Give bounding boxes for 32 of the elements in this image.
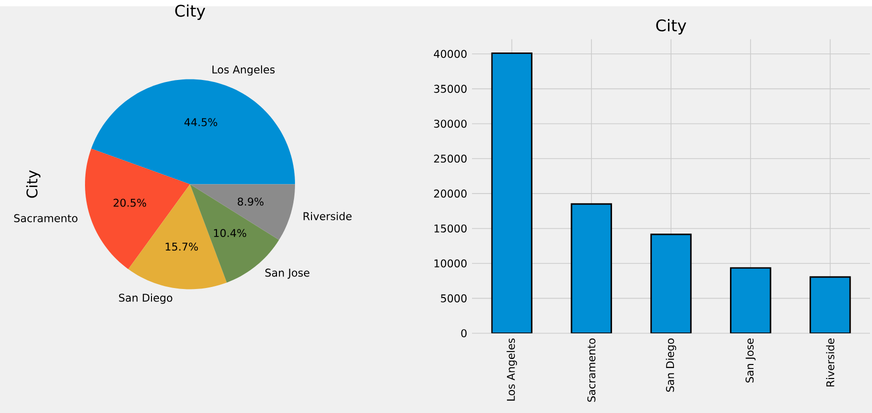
x-tick-label: San Diego <box>666 338 676 392</box>
y-tick-label: 20000 <box>434 189 467 198</box>
slice-label: Riverside <box>304 212 352 220</box>
slice-label: San Jose <box>265 268 310 279</box>
y-tick-label: 5000 <box>440 294 467 302</box>
y-tick-label: 15000 <box>434 224 467 232</box>
data-label: 8.9% <box>238 197 264 206</box>
slice-label: Los Angeles <box>212 65 275 76</box>
data-label: 44.5% <box>184 118 218 126</box>
chart-title: City <box>656 18 686 34</box>
bar <box>810 276 851 334</box>
x-tick-label: Los Angeles <box>506 338 517 400</box>
y-tick-label: 10000 <box>434 259 467 268</box>
bar <box>491 52 532 334</box>
x-tick-label: San Jose <box>746 338 756 382</box>
bar <box>730 267 772 334</box>
data-label: 15.7% <box>166 242 198 251</box>
chart-title: City <box>175 4 206 20</box>
text: City <box>26 170 40 198</box>
y-tick-label: 35000 <box>434 84 467 93</box>
y-tick-label: 30000 <box>434 120 467 128</box>
y-tick-label: 25000 <box>434 154 467 163</box>
slice-label: San Diego <box>119 293 172 304</box>
y-tick-label: 40000 <box>434 50 467 58</box>
x-tick-label: Riverside <box>826 338 834 386</box>
x-tick-label: Sacramento <box>587 338 596 402</box>
y-tick-label: 0 <box>461 329 467 338</box>
bar <box>570 203 612 334</box>
slice-label: Sacramento <box>14 214 78 222</box>
data-label: 10.4% <box>214 228 246 237</box>
bar <box>650 234 692 334</box>
data-label: 20.5% <box>114 198 146 207</box>
